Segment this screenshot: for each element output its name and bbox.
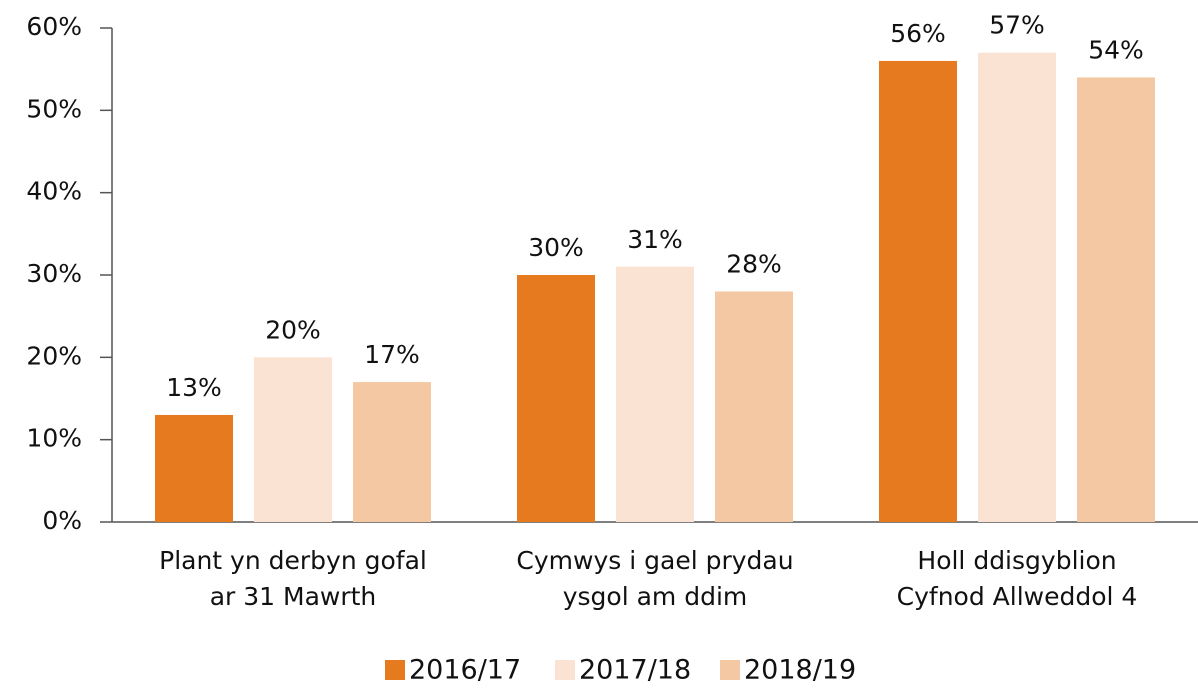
bar [254, 357, 332, 522]
y-tick-label: 50% [26, 94, 82, 123]
bar [1077, 77, 1155, 523]
bar [517, 275, 595, 522]
bar [879, 60, 957, 522]
legend-swatch [555, 660, 575, 680]
legend-label: 2018/19 [744, 655, 856, 686]
x-tick-label: Holl ddisgyblion Cyfnod Allweddol 4 [896, 546, 1138, 611]
bar [616, 266, 694, 522]
bar [353, 382, 431, 522]
bar [978, 52, 1056, 522]
y-tick-label: 60% [26, 12, 82, 41]
y-tick-label: 20% [26, 341, 82, 370]
value-label: 31% [627, 225, 683, 254]
value-label: 17% [364, 340, 420, 369]
y-tick-label: 30% [26, 259, 82, 288]
value-label: 13% [166, 373, 222, 402]
value-label: 57% [989, 11, 1045, 40]
value-label: 30% [528, 233, 584, 262]
x-tick-label: Plant yn derbyn gofal ar 31 Mawrth [159, 546, 427, 611]
legend-label: 2016/17 [409, 655, 521, 686]
value-label: 56% [890, 19, 946, 48]
y-tick-label: 40% [26, 177, 82, 206]
value-label: 20% [265, 315, 321, 344]
legend-swatch [720, 660, 740, 680]
bar [155, 414, 233, 522]
value-label: 28% [726, 249, 782, 278]
legend-label: 2017/18 [579, 655, 691, 686]
y-tick-label: 0% [42, 506, 82, 535]
x-tick-label: Cymwys i gael prydau ysgol am ddim [516, 546, 794, 611]
legend-swatch [385, 660, 405, 680]
bar [715, 291, 793, 522]
value-label: 54% [1088, 35, 1144, 64]
y-tick-label: 10% [26, 424, 82, 453]
